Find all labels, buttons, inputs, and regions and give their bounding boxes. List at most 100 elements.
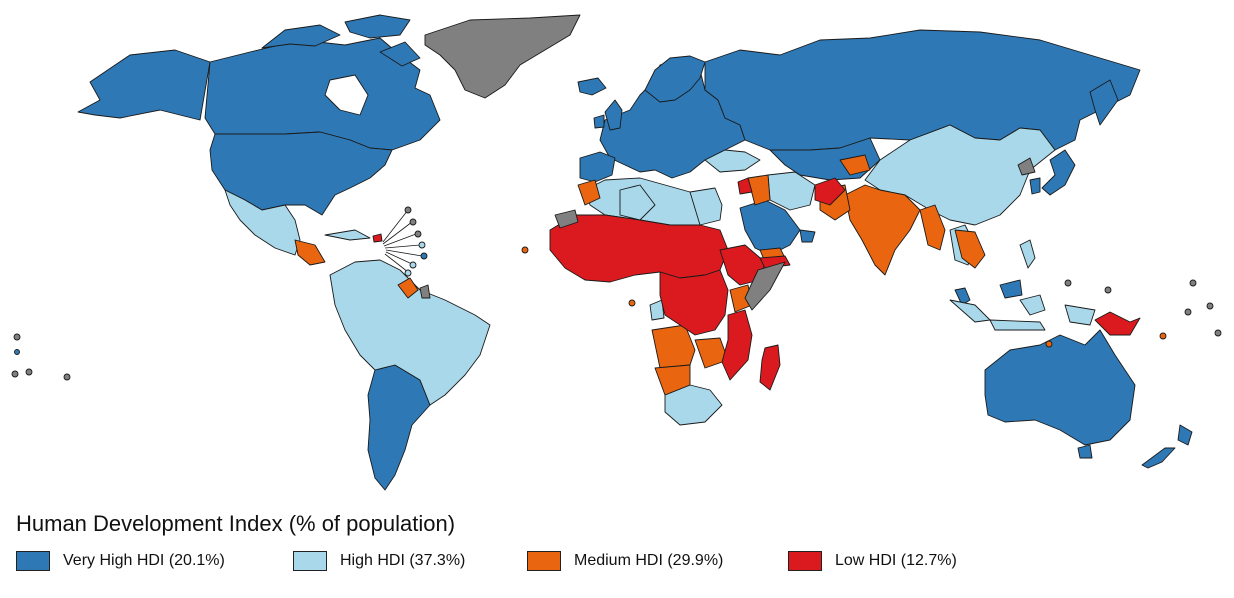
region-china — [864, 124, 1056, 226]
region-greenland — [424, 14, 581, 99]
region-iraq — [747, 174, 771, 206]
region-namibia — [654, 364, 691, 396]
region-syria — [737, 177, 753, 195]
region-south-korea — [1029, 177, 1041, 195]
caribbean-dot-6 — [409, 261, 417, 269]
region-pacific-dot-1 — [1064, 279, 1072, 287]
no-data-regions — [11, 14, 1222, 381]
legend-swatch-very-high — [16, 551, 50, 571]
caribbean-dot-3 — [414, 230, 422, 238]
region-new-zealand — [1177, 424, 1193, 446]
region-canada-islands-3 — [379, 41, 421, 67]
low-hdi-regions — [372, 177, 1141, 391]
region-pacific-dot-10 — [63, 373, 71, 381]
legend-label-low: Low HDI (12.7%) — [835, 552, 957, 569]
region-ireland — [593, 114, 605, 129]
region-pacific-dot-4 — [1184, 308, 1192, 316]
region-egypt — [689, 187, 723, 226]
region-indonesia-4 — [1064, 304, 1096, 326]
medium-hdi-regions — [294, 154, 1167, 396]
region-indonesia-1 — [949, 299, 991, 323]
region-uk — [604, 99, 623, 131]
caribbean-dot-2 — [409, 218, 417, 226]
legend-label-medium: Medium HDI (29.9%) — [574, 552, 724, 569]
region-cape-verde — [521, 246, 529, 254]
region-haiti — [372, 233, 383, 243]
caribbean-dot-1 — [404, 206, 412, 214]
region-argentina — [367, 364, 431, 491]
region-morocco — [577, 179, 601, 206]
region-japan — [1041, 149, 1076, 196]
region-malaysia-borneo — [999, 279, 1023, 299]
region-alaska — [77, 49, 211, 121]
legend-item-very-high: Very High HDI (20.1%) — [16, 549, 225, 573]
region-indonesia-3 — [1019, 294, 1046, 316]
region-india — [844, 184, 921, 276]
region-saudi-arabia — [739, 199, 801, 256]
region-pacific-dot-2 — [1104, 286, 1112, 294]
region-scandinavia — [644, 55, 706, 103]
region-myanmar — [919, 204, 946, 251]
world-map-svg — [11, 14, 1222, 491]
high-hdi-regions — [224, 124, 1096, 426]
region-madagascar — [759, 344, 781, 391]
region-gulf — [799, 229, 816, 243]
region-indochina — [954, 229, 986, 269]
region-guyana — [397, 277, 419, 299]
region-central-asia — [839, 154, 871, 176]
region-gabon — [649, 299, 665, 321]
region-central-africa — [659, 269, 729, 336]
legend-item-medium: Medium HDI (29.9%) — [527, 549, 723, 573]
region-afghanistan — [814, 177, 846, 206]
caribbean-callouts — [382, 206, 428, 277]
region-pacific-dot-7 — [13, 333, 21, 341]
legend-item-high: High HDI (37.3%) — [293, 549, 465, 573]
region-hawaii — [14, 349, 20, 355]
region-south-america — [329, 259, 491, 406]
region-timor — [1045, 340, 1053, 348]
legend-item-low: Low HDI (12.7%) — [788, 549, 957, 573]
caribbean-dot-7 — [404, 269, 412, 277]
caribbean-dot-5 — [420, 252, 428, 260]
region-canada-islands-2 — [344, 14, 411, 39]
region-sakhalin — [1089, 79, 1119, 126]
region-canada-islands-1 — [261, 24, 341, 49]
region-vanuatu — [1159, 332, 1167, 340]
region-south-africa — [664, 384, 723, 426]
legend-label-very-high: Very High HDI (20.1%) — [63, 552, 225, 569]
legend-title: Human Development Index (% of population… — [16, 511, 456, 536]
region-pacific-dot-9 — [25, 368, 33, 376]
legend-label-high: High HDI (37.3%) — [340, 552, 466, 569]
region-iran — [767, 171, 816, 211]
legend-swatch-low — [788, 551, 822, 571]
region-west-africa — [549, 214, 729, 283]
region-east-africa — [721, 309, 753, 381]
region-algeria — [619, 184, 656, 221]
region-turkey — [704, 149, 761, 173]
region-australia — [984, 329, 1136, 446]
region-philippines — [1019, 239, 1036, 269]
region-sao-tome — [628, 299, 636, 307]
region-pacific-dot-3 — [1189, 279, 1197, 287]
legend-swatch-medium — [527, 551, 561, 571]
region-north-korea — [1017, 157, 1036, 176]
region-western-sahara — [554, 209, 579, 229]
region-pacific-dot-8 — [11, 370, 19, 378]
very-high-hdi-regions — [14, 14, 1193, 491]
legend-swatch-high — [293, 551, 327, 571]
region-pacific-dot-6 — [1214, 329, 1222, 337]
region-pacific-dot-5 — [1206, 302, 1214, 310]
region-png — [1094, 311, 1141, 336]
region-somalia — [744, 261, 786, 311]
region-tasmania — [1077, 444, 1093, 459]
region-iceland — [577, 77, 607, 96]
region-french-guiana — [419, 284, 431, 299]
region-indonesia-2 — [989, 319, 1046, 331]
region-new-zealand-south — [1141, 447, 1176, 469]
region-central-america — [294, 239, 326, 266]
region-angola — [651, 324, 696, 369]
region-cuba — [324, 229, 371, 241]
legend: Very High HDI (20.1%) High HDI (37.3%) M… — [16, 549, 1216, 573]
region-malaysia — [954, 287, 971, 306]
world-map — [11, 14, 1222, 491]
